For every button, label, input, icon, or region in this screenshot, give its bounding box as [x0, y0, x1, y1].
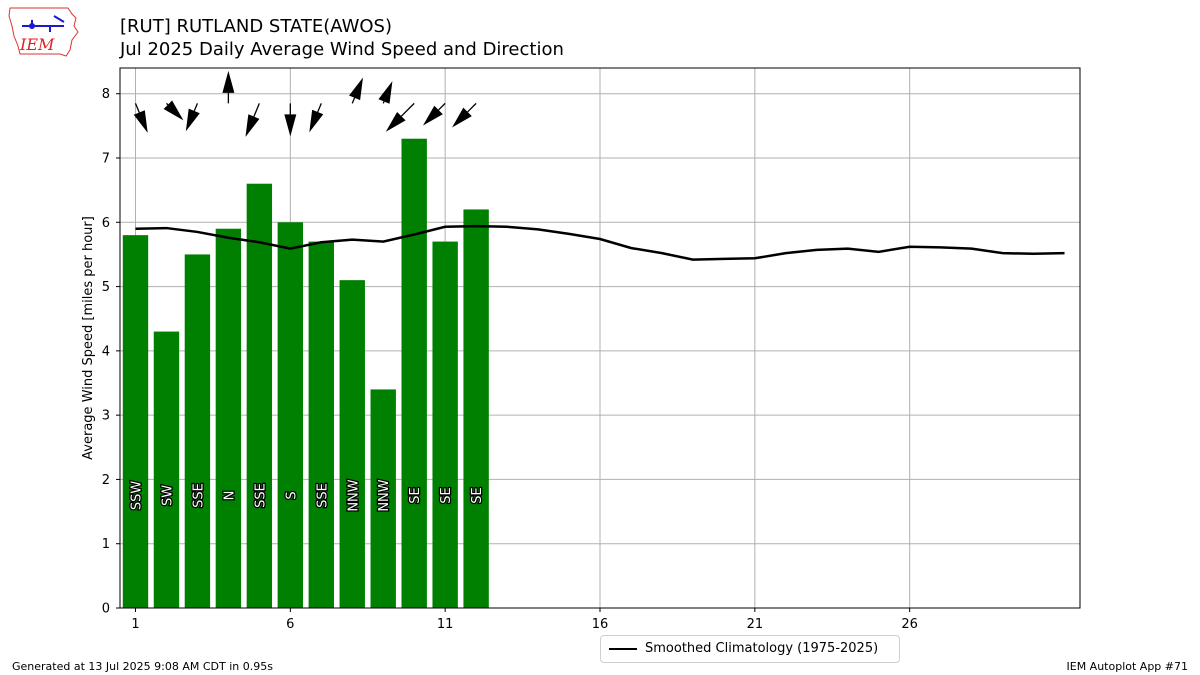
- footer-generated: Generated at 13 Jul 2025 9:08 AM CDT in …: [12, 660, 273, 673]
- wind-arrow-shaft: [193, 103, 199, 112]
- y-tick-label: 5: [102, 280, 110, 295]
- legend-line-swatch: [609, 648, 637, 650]
- y-tick-label: 4: [102, 344, 110, 359]
- y-tick-label: 6: [102, 216, 110, 231]
- x-tick-label: 21: [747, 617, 764, 632]
- wind-arrow-shaft: [467, 102, 477, 113]
- wind-arrow-shaft: [317, 103, 322, 113]
- wind-arrow-head: [284, 114, 297, 137]
- chart-subtitle: Jul 2025 Daily Average Wind Speed and Di…: [120, 39, 564, 60]
- bar: [339, 280, 365, 608]
- direction-label: S: [284, 491, 299, 499]
- wind-arrow-head: [133, 110, 148, 133]
- wind-arrow-head: [163, 100, 184, 121]
- bar: [184, 254, 211, 608]
- wind-arrow-head: [385, 111, 406, 132]
- direction-label: N: [222, 491, 237, 501]
- wind-arrow-head: [222, 70, 235, 93]
- direction-label: SSW: [129, 481, 144, 511]
- bar: [122, 235, 149, 608]
- direction-labels: SSW SW SSE N SSE S SSE NNW NNW SE SE SE: [128, 478, 486, 513]
- wind-arrow-head: [452, 107, 472, 128]
- legend: Smoothed Climatology (1975-2025): [600, 635, 900, 663]
- wind-arrow-shaft: [253, 103, 260, 117]
- wind-arrow-shaft: [134, 103, 140, 113]
- wind-arrow-shaft: [382, 101, 385, 104]
- direction-label: SE: [439, 487, 454, 503]
- bar-series: [122, 138, 489, 609]
- x-tick-label: 1: [131, 617, 139, 632]
- wind-arrow-head: [422, 105, 443, 126]
- direction-label: SE: [408, 487, 423, 503]
- y-tick-label: 0: [102, 602, 110, 617]
- direction-label: SSE: [191, 483, 206, 508]
- direction-label: SSE: [315, 483, 330, 508]
- y-axis-label: Average Wind Speed [miles per hour]: [81, 216, 96, 460]
- x-tick-label: 11: [437, 617, 454, 632]
- direction-label: SSE: [253, 483, 268, 508]
- bar: [246, 183, 273, 608]
- iem-logo: IEM: [8, 7, 79, 57]
- wind-arrow-head: [185, 108, 200, 132]
- wind-arrow-head: [378, 81, 393, 104]
- direction-arrows: [133, 70, 477, 137]
- direction-label: SE: [470, 487, 485, 503]
- bar: [370, 389, 396, 608]
- direction-label: NNW: [377, 479, 392, 511]
- wind-arrow-shaft: [438, 102, 446, 111]
- climatology-series: [135, 224, 1065, 261]
- y-tick-label: 7: [102, 152, 110, 167]
- bar: [153, 331, 180, 608]
- climatology-line: [135, 224, 1065, 261]
- x-tick-label: 6: [286, 617, 294, 632]
- direction-label: NNW: [346, 479, 361, 511]
- direction-label: SW: [160, 485, 175, 506]
- wind-arrow-shaft: [351, 97, 356, 104]
- wind-arrow-head: [349, 77, 363, 101]
- wind-arrow-shaft: [165, 102, 169, 106]
- bar: [308, 241, 334, 609]
- y-tick-label: 3: [102, 409, 110, 424]
- y-tick-label: 2: [102, 473, 110, 488]
- bar: [215, 228, 242, 608]
- legend-label: Smoothed Climatology (1975-2025): [645, 641, 879, 656]
- wind-arrow-head: [309, 109, 324, 133]
- bar: [277, 222, 304, 609]
- wind-arrow-shaft: [400, 102, 415, 117]
- chart-title: [RUT] RUTLAND STATE(AWOS): [120, 16, 392, 37]
- bar: [432, 241, 458, 609]
- y-tick-label: 1: [102, 537, 110, 552]
- wind-arrow-head: [245, 114, 260, 137]
- footer-app: IEM Autoplot App #71: [1066, 660, 1189, 673]
- bar: [463, 209, 489, 608]
- y-tick-label: 8: [102, 87, 110, 102]
- x-tick-label: 26: [901, 617, 918, 632]
- logo-text: IEM: [19, 35, 55, 54]
- x-tick-label: 16: [592, 617, 609, 632]
- bar: [401, 138, 427, 608]
